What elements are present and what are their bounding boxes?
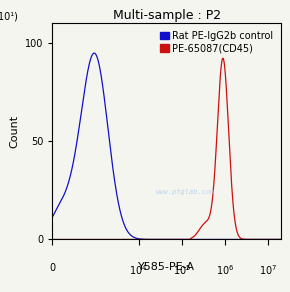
Text: (×10¹): (×10¹) <box>0 11 18 21</box>
Text: www.ptglab.com: www.ptglab.com <box>155 189 215 195</box>
Y-axis label: Count: Count <box>9 115 19 148</box>
X-axis label: Y585-PE-A: Y585-PE-A <box>138 262 195 272</box>
Text: $10^6$: $10^6$ <box>216 263 234 277</box>
Text: $10^4$: $10^4$ <box>129 263 148 277</box>
Legend: Rat PE-IgG2b control, PE-65087(CD45): Rat PE-IgG2b control, PE-65087(CD45) <box>157 28 276 56</box>
Text: 0: 0 <box>49 263 55 273</box>
Title: Multi-sample : P2: Multi-sample : P2 <box>113 9 221 22</box>
Text: $10^7$: $10^7$ <box>259 263 278 277</box>
Text: $10^5$: $10^5$ <box>173 263 191 277</box>
